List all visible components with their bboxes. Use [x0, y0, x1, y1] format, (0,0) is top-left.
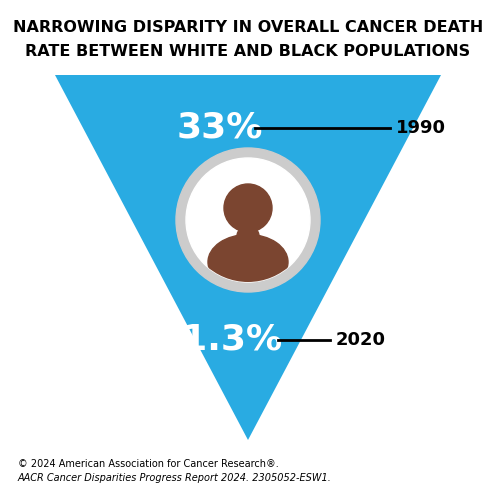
Text: NARROWING DISPARITY IN OVERALL CANCER DEATH: NARROWING DISPARITY IN OVERALL CANCER DE… [13, 20, 483, 36]
Text: AACR Cancer Disparities Progress Report 2024. 2305052-ESW1.: AACR Cancer Disparities Progress Report … [18, 473, 332, 483]
Text: 1990: 1990 [396, 119, 446, 137]
Circle shape [186, 158, 310, 282]
Text: 33%: 33% [177, 111, 263, 145]
Ellipse shape [237, 226, 259, 246]
Text: 2020: 2020 [336, 331, 386, 349]
Text: © 2024 American Association for Cancer Research®.: © 2024 American Association for Cancer R… [18, 459, 279, 469]
Text: RATE BETWEEN WHITE AND BLACK POPULATIONS: RATE BETWEEN WHITE AND BLACK POPULATIONS [25, 44, 471, 60]
Circle shape [224, 184, 272, 232]
Text: 11.3%: 11.3% [157, 323, 283, 357]
Ellipse shape [208, 234, 288, 290]
Polygon shape [55, 75, 441, 440]
Circle shape [176, 148, 320, 292]
